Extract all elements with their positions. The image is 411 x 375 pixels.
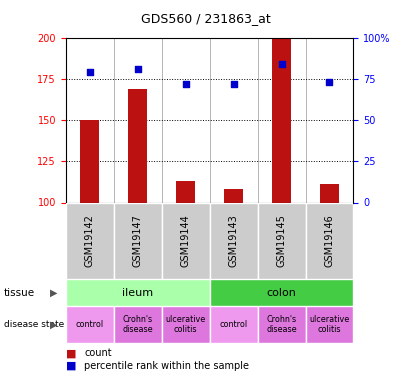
Bar <box>66 202 114 279</box>
Bar <box>258 306 305 343</box>
Bar <box>320 184 339 202</box>
Text: GSM19143: GSM19143 <box>229 214 238 267</box>
Text: ulcerative
colitis: ulcerative colitis <box>166 315 206 334</box>
Text: ■: ■ <box>66 361 76 370</box>
Bar <box>210 202 258 279</box>
Bar <box>272 38 291 203</box>
Bar <box>176 181 195 203</box>
Text: control: control <box>76 320 104 329</box>
Point <box>278 61 285 67</box>
Point <box>182 81 189 87</box>
Point <box>86 69 93 75</box>
Text: ▶: ▶ <box>50 288 57 297</box>
Bar <box>162 202 210 279</box>
Bar <box>258 202 305 279</box>
Text: ulcerative
colitis: ulcerative colitis <box>309 315 350 334</box>
Text: tissue: tissue <box>4 288 35 297</box>
Text: ▶: ▶ <box>50 320 57 329</box>
Text: GDS560 / 231863_at: GDS560 / 231863_at <box>141 12 270 25</box>
Bar <box>66 279 210 306</box>
Bar <box>305 202 353 279</box>
Text: GSM19142: GSM19142 <box>85 214 95 267</box>
Bar <box>114 306 162 343</box>
Text: ■: ■ <box>66 348 76 358</box>
Text: Crohn's
disease: Crohn's disease <box>266 315 297 334</box>
Point <box>326 79 333 85</box>
Point <box>134 66 141 72</box>
Text: GSM19146: GSM19146 <box>325 214 335 267</box>
Bar <box>128 88 147 202</box>
Text: GSM19147: GSM19147 <box>133 214 143 267</box>
Text: control: control <box>219 320 248 329</box>
Text: GSM19144: GSM19144 <box>181 214 191 267</box>
Text: percentile rank within the sample: percentile rank within the sample <box>84 361 249 370</box>
Bar <box>162 306 210 343</box>
Bar <box>66 306 114 343</box>
Point <box>230 81 237 87</box>
Text: Crohn's
disease: Crohn's disease <box>122 315 153 334</box>
Bar <box>224 189 243 202</box>
Text: count: count <box>84 348 112 358</box>
Text: GSM19145: GSM19145 <box>277 214 286 267</box>
Text: disease state: disease state <box>4 320 65 329</box>
Text: ileum: ileum <box>122 288 153 297</box>
Bar <box>210 306 258 343</box>
Bar <box>210 279 353 306</box>
Bar <box>80 120 99 202</box>
Bar <box>305 306 353 343</box>
Bar <box>114 202 162 279</box>
Text: colon: colon <box>267 288 296 297</box>
